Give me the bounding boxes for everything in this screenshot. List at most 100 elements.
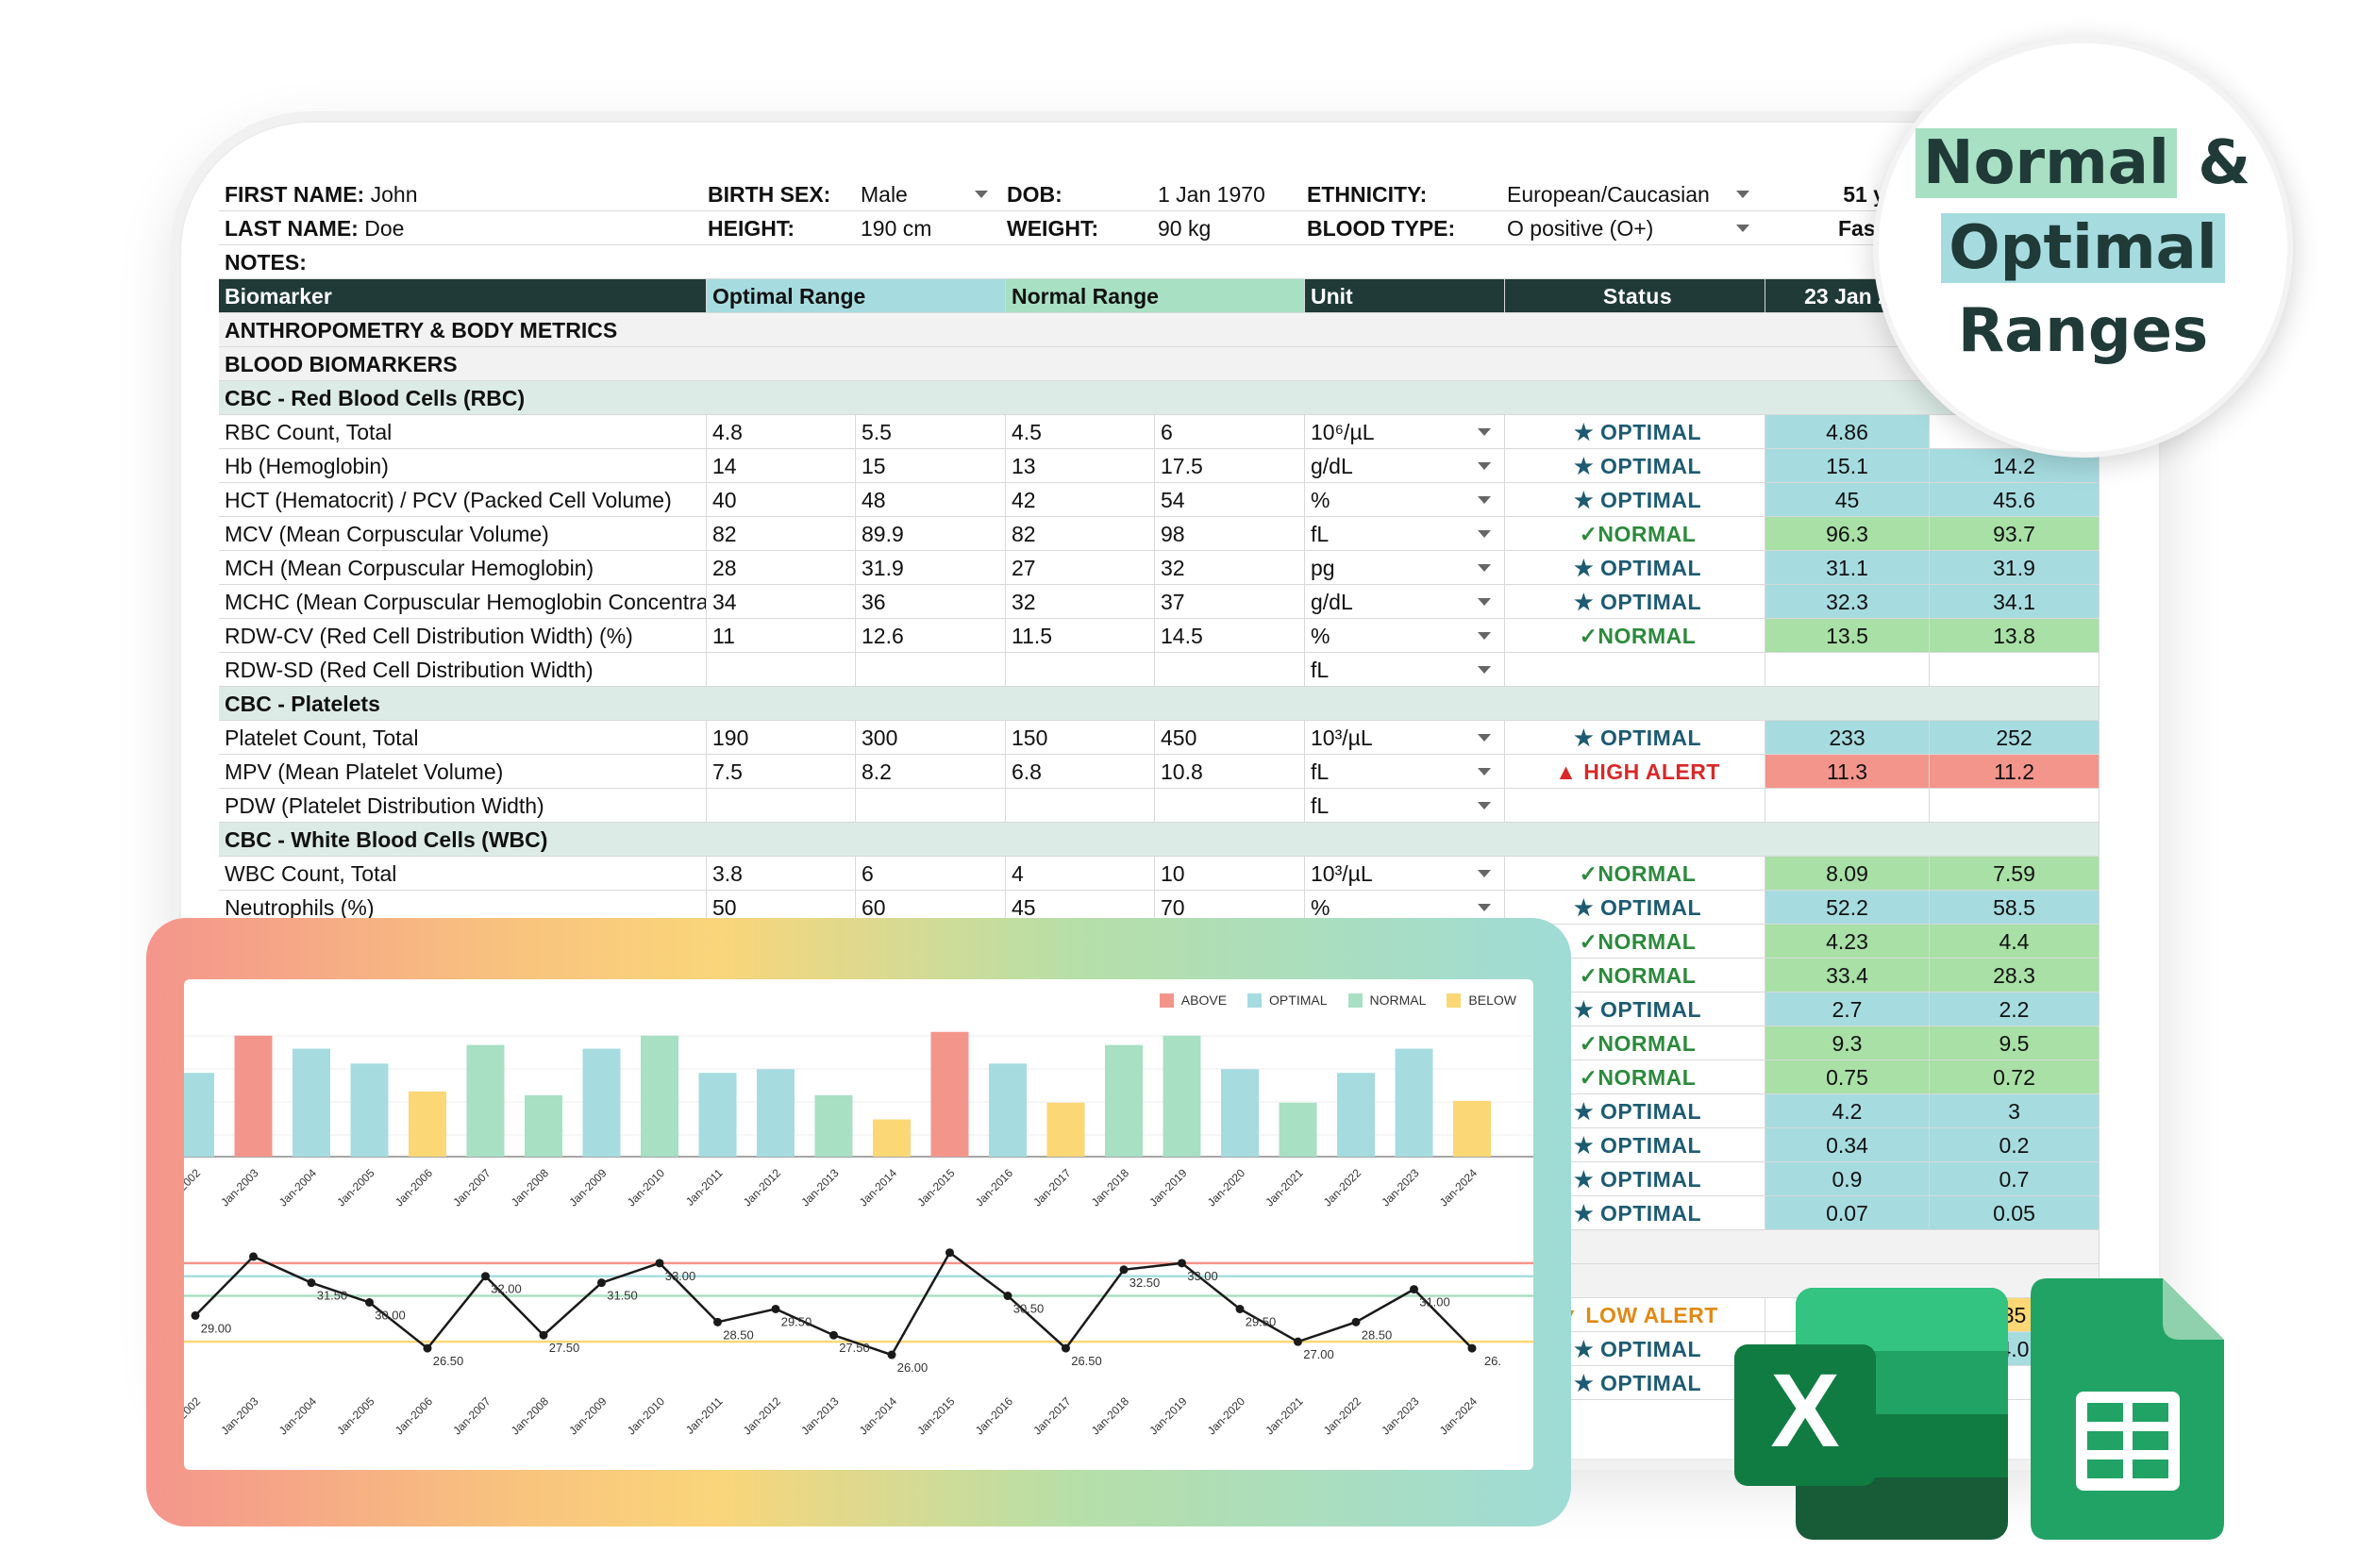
result-value-1[interactable]: 11.3 — [1765, 755, 1930, 789]
result-value-1[interactable]: 0.07 — [1765, 1196, 1930, 1230]
biomarker-name[interactable]: MCHC (Mean Corpuscular Hemoglobin Concen… — [219, 585, 707, 619]
result-value-1[interactable]: 15.1 — [1765, 449, 1930, 483]
normal-high[interactable]: 17.5 — [1155, 449, 1305, 483]
biomarker-name[interactable]: PDW (Platelet Distribution Width) — [219, 789, 707, 823]
biomarker-name[interactable]: Hb (Hemoglobin) — [219, 449, 707, 483]
result-value-1[interactable] — [1765, 789, 1930, 823]
result-value-1[interactable]: 33.4 — [1765, 959, 1930, 993]
result-value-1[interactable]: 52.2 — [1765, 891, 1930, 925]
result-value-2[interactable]: 9.5 — [1930, 1026, 2100, 1060]
first-name-cell[interactable]: FIRST NAME: John — [219, 177, 702, 211]
normal-low[interactable]: 32 — [1006, 585, 1155, 619]
optimal-low[interactable]: 3.8 — [707, 857, 856, 891]
height-value[interactable]: 190 cm — [855, 211, 1001, 245]
biomarker-name[interactable]: RDW-CV (Red Cell Distribution Width) (%) — [219, 619, 707, 653]
optimal-high[interactable]: 36 — [856, 585, 1006, 619]
biomarker-name[interactable]: RBC Count, Total — [219, 415, 707, 449]
normal-low[interactable]: 11.5 — [1006, 619, 1155, 653]
dob-value[interactable]: 1 Jan 1970 — [1152, 177, 1301, 211]
optimal-low[interactable] — [707, 789, 856, 823]
normal-low[interactable]: 82 — [1006, 517, 1155, 551]
result-value-2[interactable]: 28.3 — [1930, 959, 2100, 993]
birth-sex-dropdown[interactable]: Male — [855, 177, 1001, 211]
unit-dropdown[interactable]: 10³/µL — [1305, 721, 1505, 755]
result-value-1[interactable]: 233 — [1765, 721, 1930, 755]
result-value-2[interactable]: 93.7 — [1930, 517, 2100, 551]
result-value-2[interactable]: 0.2 — [1930, 1128, 2100, 1162]
normal-low[interactable]: 42 — [1006, 483, 1155, 517]
optimal-low[interactable]: 7.5 — [707, 755, 856, 789]
normal-high[interactable]: 450 — [1155, 721, 1305, 755]
normal-low[interactable]: 4 — [1006, 857, 1155, 891]
optimal-high[interactable]: 31.9 — [856, 551, 1006, 585]
ethnicity-dropdown[interactable]: European/Caucasian — [1501, 177, 1763, 211]
result-value-2[interactable] — [1930, 789, 2100, 823]
normal-low[interactable]: 27 — [1006, 551, 1155, 585]
biomarker-name[interactable]: MPV (Mean Platelet Volume) — [219, 755, 707, 789]
unit-dropdown[interactable]: % — [1305, 483, 1505, 517]
normal-low[interactable] — [1006, 789, 1155, 823]
unit-dropdown[interactable]: 10³/µL — [1305, 857, 1505, 891]
normal-high[interactable]: 10.8 — [1155, 755, 1305, 789]
optimal-low[interactable]: 82 — [707, 517, 856, 551]
normal-high[interactable]: 32 — [1155, 551, 1305, 585]
optimal-low[interactable]: 190 — [707, 721, 856, 755]
weight-value[interactable]: 90 kg — [1152, 211, 1301, 245]
optimal-high[interactable]: 6 — [856, 857, 1006, 891]
optimal-low[interactable]: 14 — [707, 449, 856, 483]
normal-high[interactable]: 54 — [1155, 483, 1305, 517]
result-value-2[interactable] — [1930, 653, 2100, 687]
biomarker-name[interactable]: Platelet Count, Total — [219, 721, 707, 755]
result-value-2[interactable]: 252 — [1930, 721, 2100, 755]
biomarker-name[interactable]: WBC Count, Total — [219, 857, 707, 891]
biomarker-name[interactable]: HCT (Hematocrit) / PCV (Packed Cell Volu… — [219, 483, 707, 517]
normal-high[interactable]: 98 — [1155, 517, 1305, 551]
result-value-2[interactable]: 4.4 — [1930, 925, 2100, 959]
result-value-1[interactable]: 2.7 — [1765, 993, 1930, 1026]
unit-dropdown[interactable]: fL — [1305, 653, 1505, 687]
result-value-1[interactable]: 0.9 — [1765, 1162, 1930, 1196]
optimal-low[interactable] — [707, 653, 856, 687]
unit-dropdown[interactable]: fL — [1305, 517, 1505, 551]
biomarker-name[interactable]: MCV (Mean Corpuscular Volume) — [219, 517, 707, 551]
last-name-cell[interactable]: LAST NAME: Doe — [219, 211, 702, 245]
result-value-1[interactable]: 8.09 — [1765, 857, 1930, 891]
normal-low[interactable]: 150 — [1006, 721, 1155, 755]
normal-high[interactable] — [1155, 653, 1305, 687]
unit-dropdown[interactable]: fL — [1305, 755, 1505, 789]
optimal-low[interactable]: 40 — [707, 483, 856, 517]
unit-dropdown[interactable]: 10⁶/µL — [1305, 415, 1505, 449]
result-value-2[interactable]: 31.9 — [1930, 551, 2100, 585]
optimal-low[interactable]: 11 — [707, 619, 856, 653]
optimal-high[interactable]: 48 — [856, 483, 1006, 517]
result-value-2[interactable]: 0.7 — [1930, 1162, 2100, 1196]
optimal-low[interactable]: 28 — [707, 551, 856, 585]
result-value-2[interactable]: 0.05 — [1930, 1196, 2100, 1230]
normal-high[interactable]: 37 — [1155, 585, 1305, 619]
unit-dropdown[interactable]: fL — [1305, 789, 1505, 823]
result-value-2[interactable]: 2.2 — [1930, 993, 2100, 1026]
result-value-1[interactable]: 4.2 — [1765, 1094, 1930, 1128]
unit-dropdown[interactable]: % — [1305, 619, 1505, 653]
blood-type-dropdown[interactable]: O positive (O+) — [1501, 211, 1763, 245]
biomarker-name[interactable]: MCH (Mean Corpuscular Hemoglobin) — [219, 551, 707, 585]
optimal-low[interactable]: 4.8 — [707, 415, 856, 449]
result-value-1[interactable]: 9.3 — [1765, 1026, 1930, 1060]
result-value-1[interactable]: 4.23 — [1765, 925, 1930, 959]
optimal-high[interactable]: 300 — [856, 721, 1006, 755]
result-value-2[interactable]: 34.1 — [1930, 585, 2100, 619]
result-value-1[interactable]: 45 — [1765, 483, 1930, 517]
optimal-high[interactable]: 12.6 — [856, 619, 1006, 653]
result-value-2[interactable]: 45.6 — [1930, 483, 2100, 517]
optimal-high[interactable] — [856, 789, 1006, 823]
optimal-high[interactable]: 15 — [856, 449, 1006, 483]
result-value-1[interactable]: 31.1 — [1765, 551, 1930, 585]
result-value-2[interactable]: 13.8 — [1930, 619, 2100, 653]
result-value-1[interactable]: 32.3 — [1765, 585, 1930, 619]
result-value-2[interactable]: 11.2 — [1930, 755, 2100, 789]
optimal-high[interactable] — [856, 653, 1006, 687]
result-value-2[interactable]: 0.72 — [1930, 1060, 2100, 1094]
normal-high[interactable]: 14.5 — [1155, 619, 1305, 653]
result-value-1[interactable] — [1765, 653, 1930, 687]
normal-low[interactable]: 4.5 — [1006, 415, 1155, 449]
